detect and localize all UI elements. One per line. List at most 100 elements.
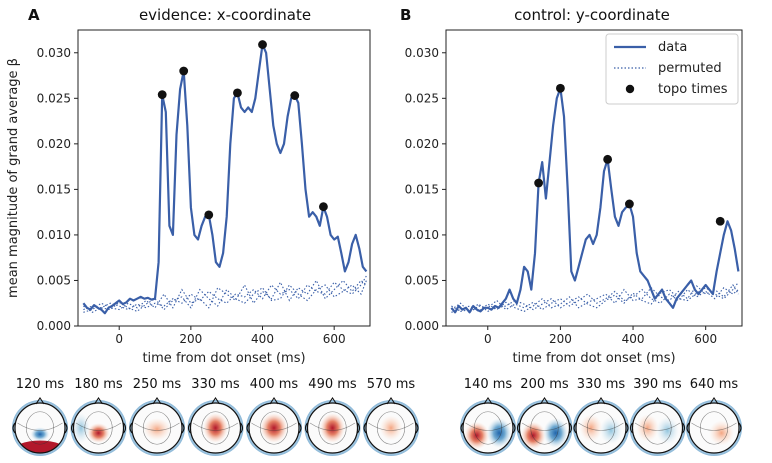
topo-time-point xyxy=(233,88,242,98)
topo-blob xyxy=(656,416,679,445)
topo-contour xyxy=(521,422,568,431)
topo-nose xyxy=(35,397,45,405)
topo-field xyxy=(15,411,65,453)
topo-contour xyxy=(192,422,239,431)
topo-blob xyxy=(87,423,110,443)
topo-ear xyxy=(129,422,133,434)
legend: data permuted topo times xyxy=(605,33,739,105)
panel-b-plot-frame xyxy=(445,29,743,327)
topo-blob xyxy=(260,413,288,443)
topo-time-point xyxy=(204,210,214,220)
topo-ear xyxy=(629,422,633,434)
topo-head-outline xyxy=(14,402,66,454)
topo-blob xyxy=(320,413,345,443)
topo-blob xyxy=(543,418,569,448)
y-tick-label: 0.010 xyxy=(405,228,439,242)
topo-time-label: 400 ms xyxy=(250,377,299,392)
topo-ear xyxy=(298,422,302,434)
x-tick-label: 200 xyxy=(549,332,572,346)
y-tick-label: 0.020 xyxy=(37,137,71,151)
topo-nose xyxy=(211,397,220,405)
topo-ear xyxy=(363,422,367,434)
topo-ear xyxy=(415,422,419,434)
topo-map xyxy=(246,397,302,456)
x-tick-label: 0 xyxy=(115,332,123,346)
topo-contour xyxy=(75,422,122,431)
panel-a-topo-points xyxy=(157,40,328,220)
topo-head-outline xyxy=(189,402,242,454)
panel-b: B control: y-coordinate 0.0000.0050.0100… xyxy=(400,6,743,366)
topo-contour xyxy=(251,422,297,431)
topo-time-label: 120 ms xyxy=(16,377,65,392)
panel-a-title: evidence: x-coordinate xyxy=(139,6,311,24)
panel-a-letter: A xyxy=(28,6,40,24)
topo-time-label: 250 ms xyxy=(133,377,182,392)
topo-contour xyxy=(368,422,414,431)
panel-b-title: control: y-coordinate xyxy=(514,6,670,24)
panel-b-topo-points xyxy=(534,83,725,226)
topo-ear xyxy=(573,422,577,434)
topo-ear xyxy=(70,422,74,434)
topo-nose xyxy=(653,397,662,405)
topo-blob xyxy=(30,427,50,442)
x-tick-label: 600 xyxy=(694,332,717,346)
topo-ear xyxy=(357,422,361,434)
topo-map xyxy=(70,397,127,456)
topo-head-outline xyxy=(518,402,571,454)
x-tick-label: 0 xyxy=(484,332,492,346)
topo-map xyxy=(516,397,573,456)
topo-time-point xyxy=(603,154,613,164)
topo-contour xyxy=(134,422,180,431)
y-tick-label: 0.030 xyxy=(405,46,439,60)
topo-ear xyxy=(682,422,686,434)
topo-field xyxy=(578,411,624,445)
topo-nose xyxy=(152,397,162,405)
topo-nose xyxy=(386,397,396,405)
topo-ear xyxy=(686,422,690,434)
topo-field xyxy=(691,411,737,446)
topo-blob xyxy=(520,421,546,450)
topo-ear xyxy=(246,422,250,434)
panel-b-y-axis: 0.000 0.005 0.010 0.015 0.020 0.025 0.030 xyxy=(405,46,446,333)
topo-contour xyxy=(691,422,737,431)
topo-blob xyxy=(636,414,659,442)
panel-a-x-axis: 0 200 400 600 xyxy=(115,326,346,346)
panel-a-y-axis: 0.000 0.005 0.010 0.015 0.020 0.025 0.030 xyxy=(37,46,78,333)
topo-field xyxy=(634,411,681,445)
topo-time-label: 330 ms xyxy=(191,377,240,392)
topo-time-label: 640 ms xyxy=(690,377,739,392)
topo-map xyxy=(363,397,419,456)
permuted-series-line xyxy=(451,281,739,313)
topo-time-label: 200 ms xyxy=(520,377,569,392)
y-tick-label: 0.025 xyxy=(37,91,71,105)
permuted-series-line xyxy=(451,286,739,314)
topo-time-point xyxy=(290,91,300,100)
topo-ear xyxy=(181,422,185,434)
y-tick-label: 0.025 xyxy=(405,91,439,105)
topo-time-label: 330 ms xyxy=(577,377,626,392)
topo-contour xyxy=(465,422,511,431)
topo-time-point xyxy=(258,40,267,49)
permuted-series-line xyxy=(451,284,739,313)
legend-topo-label: topo times xyxy=(658,82,728,97)
data-series-line xyxy=(450,87,740,314)
topo-time-label: 570 ms xyxy=(367,377,416,392)
y-tick-label: 0.015 xyxy=(37,182,71,196)
legend-topo-swatch xyxy=(625,84,635,94)
topo-head-outline xyxy=(575,402,627,454)
topo-map xyxy=(187,397,244,456)
topo-ear xyxy=(738,422,742,434)
topo-field xyxy=(251,411,297,445)
topo-nose xyxy=(94,397,103,405)
topo-row-b: 140 ms 200 ms 330 ms 390 ms 640 ms xyxy=(460,377,742,456)
topo-time-label: 390 ms xyxy=(633,377,682,392)
topo-blob xyxy=(579,414,603,442)
topo-time-point xyxy=(157,90,167,100)
topo-blob xyxy=(15,440,65,453)
panel-b-xlabel: time from dot onset (ms) xyxy=(512,351,675,366)
permuted-series-line xyxy=(83,280,367,313)
legend-frame xyxy=(605,33,739,105)
topo-head-outline xyxy=(306,402,359,454)
topo-field xyxy=(134,411,180,445)
topo-time-point xyxy=(534,178,544,188)
